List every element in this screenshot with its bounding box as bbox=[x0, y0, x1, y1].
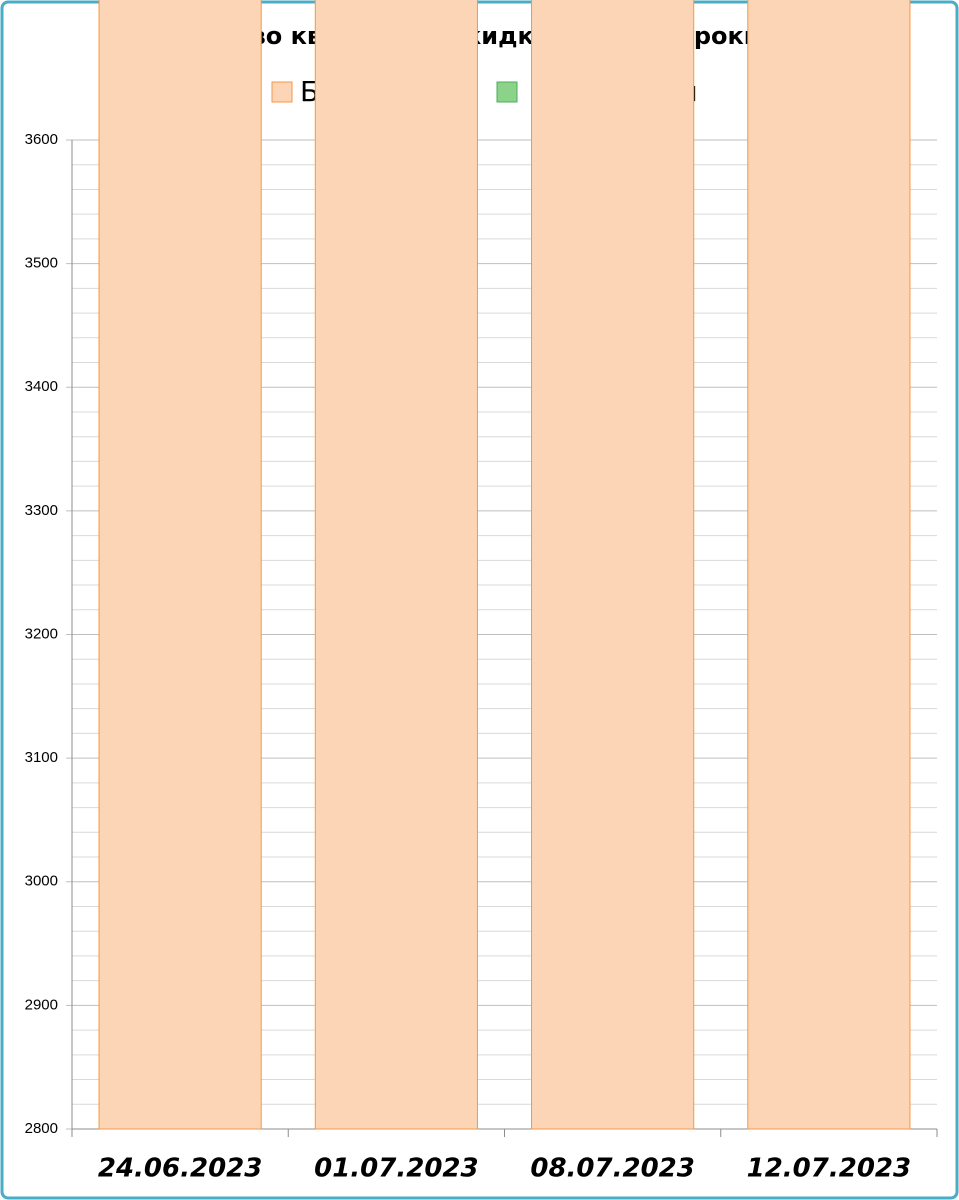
y-tick-label: 3000 bbox=[25, 873, 58, 890]
bar-segment bbox=[531, 0, 695, 1130]
bar-segment bbox=[314, 0, 478, 1130]
legend-swatch bbox=[496, 81, 518, 103]
y-tick-label: 3100 bbox=[25, 749, 58, 766]
x-tick-label: 24.06.2023 bbox=[98, 1154, 262, 1184]
bar-segment bbox=[747, 0, 911, 1130]
legend-swatch bbox=[271, 81, 293, 103]
bar-segment bbox=[98, 0, 262, 1130]
y-tick-label: 2900 bbox=[25, 996, 58, 1013]
y-tick-label: 3200 bbox=[25, 625, 58, 642]
y-tick-label: 2800 bbox=[25, 1120, 58, 1137]
y-tick-label: 3500 bbox=[25, 255, 58, 272]
y-tick-label: 3300 bbox=[25, 502, 58, 519]
y-tick-label: 3400 bbox=[25, 378, 58, 395]
x-tick-label: 12.07.2023 bbox=[747, 1154, 911, 1184]
y-tick-label: 3600 bbox=[25, 131, 58, 148]
x-tick-label: 08.07.2023 bbox=[530, 1154, 694, 1184]
x-tick-label: 01.07.2023 bbox=[314, 1154, 478, 1184]
